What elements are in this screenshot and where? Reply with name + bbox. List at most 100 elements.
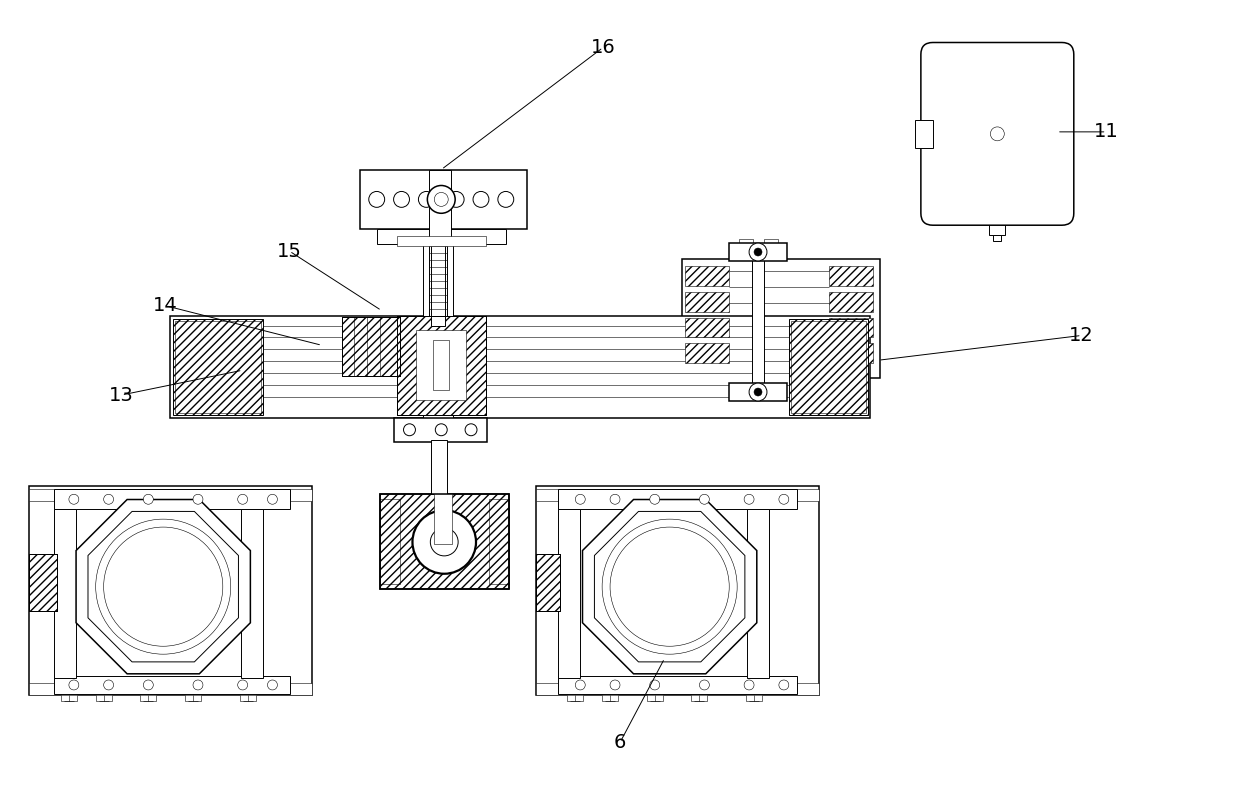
Bar: [379, 494, 509, 588]
Bar: [684, 266, 730, 285]
Bar: [61, 693, 77, 701]
Circle shape: [95, 519, 230, 654]
Bar: [535, 489, 819, 501]
Text: 15: 15: [276, 242, 302, 261]
Bar: [764, 239, 778, 247]
Circle shape: [750, 243, 767, 261]
Bar: [416, 331, 466, 400]
Polygon shape: [88, 511, 238, 662]
FancyBboxPatch shape: [921, 43, 1074, 225]
Bar: [342, 316, 399, 376]
Bar: [175, 320, 260, 413]
Polygon shape: [76, 500, 250, 674]
Circle shape: [369, 191, 384, 207]
Bar: [829, 317, 873, 337]
Bar: [342, 316, 399, 376]
Circle shape: [575, 680, 585, 690]
Bar: [431, 241, 445, 325]
Circle shape: [394, 191, 409, 207]
Circle shape: [700, 680, 710, 690]
Bar: [559, 676, 797, 694]
Bar: [430, 170, 451, 241]
Circle shape: [473, 191, 489, 207]
Bar: [990, 213, 1005, 236]
Circle shape: [238, 680, 248, 690]
Bar: [185, 693, 201, 701]
Bar: [789, 319, 869, 415]
Bar: [730, 243, 787, 261]
Circle shape: [435, 193, 449, 206]
Bar: [829, 292, 873, 312]
Circle shape: [193, 494, 203, 504]
Bar: [140, 693, 156, 701]
Bar: [535, 486, 819, 695]
Text: 11: 11: [1094, 122, 1119, 141]
Bar: [730, 383, 787, 401]
Circle shape: [649, 494, 659, 504]
Bar: [684, 317, 730, 337]
Circle shape: [610, 680, 620, 690]
Bar: [173, 319, 263, 415]
Bar: [55, 509, 76, 678]
Text: 14: 14: [152, 296, 177, 315]
Bar: [535, 554, 560, 611]
Circle shape: [700, 494, 710, 504]
Circle shape: [69, 494, 79, 504]
Bar: [647, 693, 663, 701]
Circle shape: [575, 494, 585, 504]
Bar: [435, 494, 452, 544]
Circle shape: [144, 494, 154, 504]
Bar: [379, 494, 509, 588]
Bar: [691, 693, 707, 701]
Circle shape: [268, 680, 278, 690]
Bar: [394, 418, 487, 442]
Bar: [914, 120, 933, 147]
Circle shape: [69, 680, 79, 690]
Circle shape: [779, 680, 789, 690]
Bar: [30, 683, 312, 695]
Circle shape: [419, 191, 435, 207]
Circle shape: [755, 388, 762, 396]
Bar: [684, 343, 730, 363]
Circle shape: [268, 494, 278, 504]
Bar: [430, 244, 447, 316]
Circle shape: [404, 423, 415, 435]
Bar: [55, 489, 290, 509]
Circle shape: [193, 680, 203, 690]
Circle shape: [104, 680, 114, 690]
Bar: [379, 500, 399, 584]
Bar: [602, 693, 618, 701]
Circle shape: [610, 494, 620, 504]
Bar: [424, 236, 453, 419]
Circle shape: [745, 680, 755, 690]
Circle shape: [144, 680, 154, 690]
Bar: [396, 316, 486, 415]
Bar: [994, 236, 1001, 241]
Circle shape: [104, 527, 223, 646]
Circle shape: [238, 494, 248, 504]
Bar: [746, 693, 762, 701]
Bar: [396, 316, 486, 415]
Bar: [359, 170, 527, 229]
Polygon shape: [582, 500, 757, 674]
Bar: [396, 236, 486, 246]
Bar: [95, 693, 112, 701]
Polygon shape: [595, 511, 745, 662]
Bar: [567, 693, 584, 701]
Circle shape: [427, 186, 455, 213]
Bar: [559, 509, 580, 678]
Circle shape: [990, 127, 1005, 141]
Circle shape: [649, 680, 659, 690]
Circle shape: [755, 248, 762, 256]
Bar: [377, 229, 506, 244]
Circle shape: [449, 191, 465, 207]
Bar: [434, 340, 450, 390]
Bar: [740, 239, 753, 247]
Circle shape: [413, 510, 476, 574]
Bar: [239, 693, 255, 701]
Bar: [30, 554, 57, 611]
Bar: [535, 554, 560, 611]
Bar: [170, 316, 870, 418]
Circle shape: [779, 494, 789, 504]
Bar: [681, 259, 880, 378]
